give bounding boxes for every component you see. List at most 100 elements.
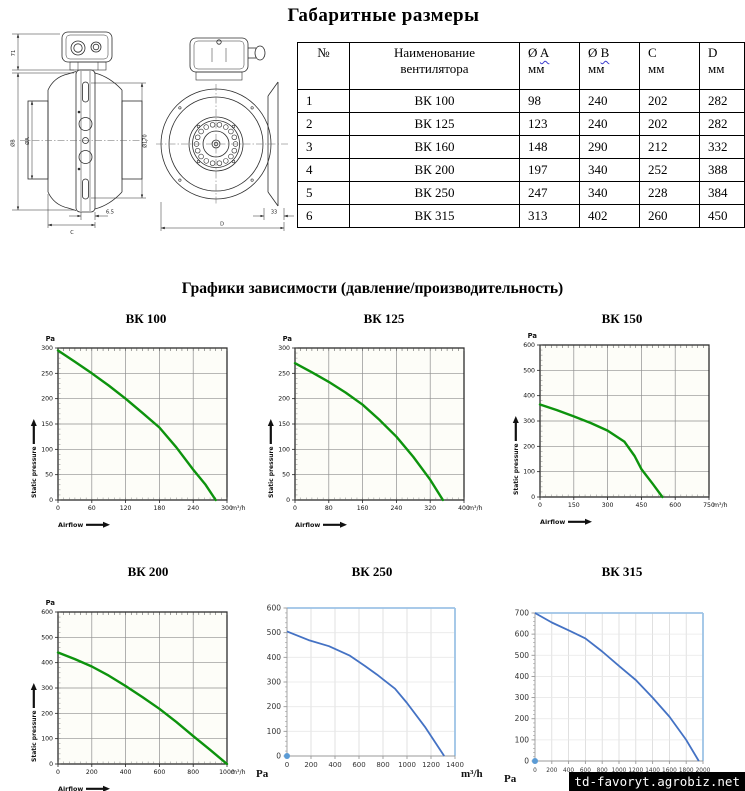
svg-text:400: 400 <box>458 505 470 512</box>
dim-33-label: 33 <box>271 210 277 216</box>
table-cell: 388 <box>699 158 745 182</box>
svg-text:0: 0 <box>276 752 281 761</box>
origin-marker <box>284 753 290 759</box>
pressure-curve <box>293 362 445 502</box>
svg-text:0: 0 <box>49 761 53 768</box>
svg-text:100: 100 <box>523 469 535 476</box>
svg-text:240: 240 <box>390 505 402 512</box>
chart-title-vk200: ВК 200 <box>127 564 169 579</box>
dim-65-label: 6.5 <box>106 210 114 216</box>
svg-text:600: 600 <box>352 761 365 769</box>
svg-text:1000: 1000 <box>398 761 416 769</box>
svg-text:800: 800 <box>187 769 199 776</box>
svg-text:80: 80 <box>325 505 333 512</box>
svg-text:700: 700 <box>515 609 530 618</box>
svg-text:250: 250 <box>278 370 290 377</box>
svg-text:60: 60 <box>88 505 96 512</box>
table-cell: 247 <box>519 181 580 205</box>
svg-text:240: 240 <box>187 505 199 512</box>
svg-text:200: 200 <box>523 443 535 450</box>
table-cell: 282 <box>699 89 745 113</box>
svg-text:300: 300 <box>267 678 282 687</box>
svg-text:0: 0 <box>56 769 60 776</box>
y-unit-label: Pa <box>46 335 56 343</box>
watermark: td-favoryt.agrobiz.net <box>569 772 745 791</box>
svg-text:200: 200 <box>278 396 290 403</box>
svg-text:500: 500 <box>515 651 530 660</box>
table-cell: ВК 250 <box>349 181 520 205</box>
chart-canvas: 0 100 200 300 400 500 600 0 200 400 600 800 1000m³/h… <box>30 599 246 791</box>
svg-text:1000: 1000 <box>219 769 235 776</box>
table-row: 1 ВК 100 98 240 202 282 <box>297 89 745 113</box>
charts-section-heading: Графики зависимости (давление/производит… <box>181 280 564 297</box>
svg-text:100: 100 <box>515 735 530 744</box>
table-cell: 332 <box>699 135 745 159</box>
table-cell: ВК 160 <box>349 135 520 159</box>
svg-text:1200: 1200 <box>422 761 440 769</box>
table-cell: 450 <box>699 204 745 228</box>
svg-text:200: 200 <box>41 710 53 717</box>
svg-text:600: 600 <box>267 604 282 613</box>
svg-text:0: 0 <box>293 505 297 512</box>
chart-canvas: 0 100 200 300 400 500 600 0 200 400 600 800 1000 1200… <box>256 604 483 781</box>
svg-text:150: 150 <box>278 421 290 428</box>
x-axis-title: Airflow <box>58 521 83 529</box>
svg-text:1200: 1200 <box>628 768 643 774</box>
svg-text:0: 0 <box>524 757 529 766</box>
svg-text:150: 150 <box>568 502 580 509</box>
table-cell: ВК 315 <box>349 204 520 228</box>
svg-text:300: 300 <box>278 345 290 352</box>
y-axis-title: Static pressure <box>513 443 520 495</box>
chart-title-vk315: ВК 315 <box>601 564 643 579</box>
chart-vk250: 0 100 200 300 400 500 600 0 200 400 600 800 1000 1200… <box>252 596 497 784</box>
svg-text:500: 500 <box>523 367 535 374</box>
table-cell: ВК 125 <box>349 112 520 136</box>
svg-text:600: 600 <box>580 768 591 774</box>
chart-vk315: 0 100 200 300 400 500 600 700 0 200 400 600 800 1000 1… <box>500 601 745 789</box>
table-cell: 240 <box>579 89 640 113</box>
x-unit-label: m³/h <box>468 505 483 512</box>
svg-text:1600: 1600 <box>662 768 677 774</box>
y-unit-label: Pa <box>46 599 56 607</box>
svg-text:100: 100 <box>41 446 53 453</box>
table-cell: 340 <box>579 181 640 205</box>
svg-text:800: 800 <box>376 761 389 769</box>
dim-71-label: 71 <box>11 50 17 56</box>
svg-text:1400: 1400 <box>446 761 464 769</box>
table-cell: 1 <box>297 89 350 113</box>
column-header: № <box>297 42 350 90</box>
svg-text:200: 200 <box>515 714 530 723</box>
svg-text:0: 0 <box>533 768 537 774</box>
svg-text:50: 50 <box>282 472 290 479</box>
y-unit-label: Pa <box>504 773 517 785</box>
svg-text:450: 450 <box>635 502 647 509</box>
svg-text:0: 0 <box>56 505 60 512</box>
table-cell: 2 <box>297 112 350 136</box>
svg-text:400: 400 <box>328 761 341 769</box>
svg-text:100: 100 <box>267 727 282 736</box>
table-cell: 260 <box>639 204 700 228</box>
fan-drawings: 71 ØB ØA Ø170 6.5 C 33 D <box>10 31 294 236</box>
svg-text:400: 400 <box>523 393 535 400</box>
y-axis-title: Static pressure <box>31 446 38 498</box>
svg-text:400: 400 <box>563 768 574 774</box>
table-cell: 228 <box>639 181 700 205</box>
chart-title-vk125: ВК 125 <box>363 311 405 326</box>
svg-text:600: 600 <box>523 342 535 349</box>
dim-b-label: ØB <box>10 139 17 147</box>
pressure-curve <box>56 349 217 502</box>
svg-text:120: 120 <box>120 505 132 512</box>
table-cell: 402 <box>579 204 640 228</box>
svg-text:320: 320 <box>424 505 436 512</box>
svg-text:0: 0 <box>286 497 290 504</box>
svg-text:250: 250 <box>41 370 53 377</box>
svg-text:300: 300 <box>602 502 614 509</box>
x-unit-label: m³/h <box>231 505 246 512</box>
svg-text:400: 400 <box>41 660 53 667</box>
svg-text:1400: 1400 <box>645 768 660 774</box>
